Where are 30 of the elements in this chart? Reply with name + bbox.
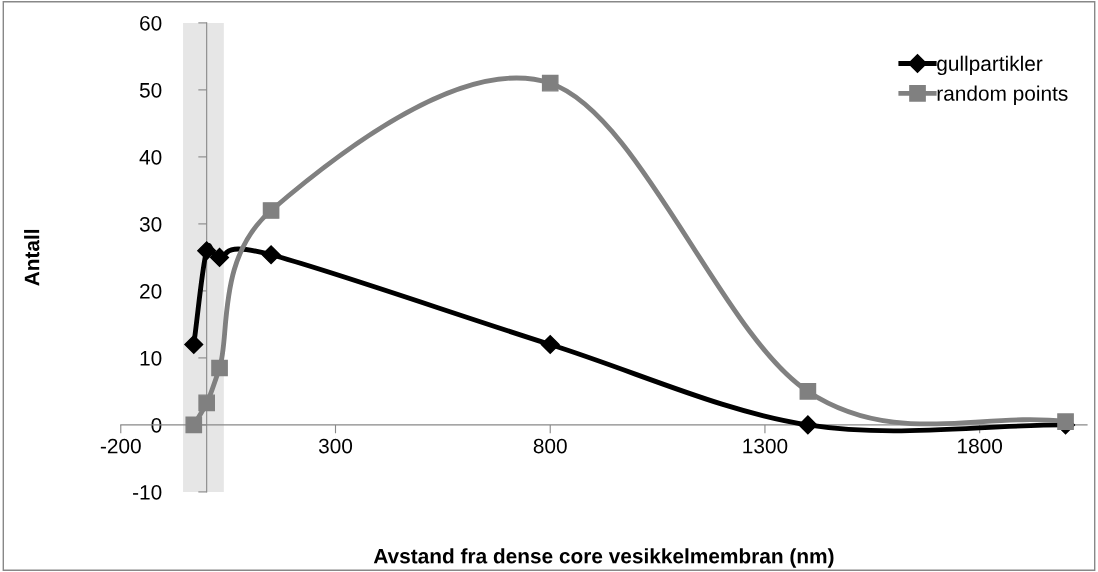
point: [541, 74, 559, 92]
y-tick-label: 0: [151, 417, 162, 433]
point: [198, 394, 216, 412]
point: [210, 247, 230, 267]
point: [197, 241, 217, 261]
y-axis-title: Antall: [24, 229, 40, 286]
point: [798, 415, 818, 435]
y-tick-label: 10: [140, 350, 162, 366]
y-tick-label: 40: [139, 149, 162, 165]
x-tick-label: 1800: [958, 438, 1003, 454]
y-tick-label: -10: [133, 484, 162, 500]
y-tick-label: 30: [139, 216, 162, 232]
point: [1057, 413, 1074, 430]
point: [184, 334, 204, 355]
y-tick-label: 50: [139, 82, 162, 98]
point: [540, 334, 560, 355]
x-tick-label: 800: [533, 438, 567, 454]
x-tick-label: 300: [318, 438, 353, 454]
point: [799, 383, 817, 400]
x-tick-label: -200: [100, 438, 141, 454]
point: [185, 416, 203, 434]
x-tick-label: 1300: [743, 438, 788, 454]
point: [262, 202, 280, 219]
point: [211, 359, 228, 377]
legend-label: random points: [937, 85, 1068, 105]
y-tick-label: 60: [140, 15, 162, 31]
x-axis-title: Avstand fra dense core vesikkelmembran (nm): [373, 548, 834, 568]
point: [261, 245, 281, 265]
legend-label: gullpartikler: [937, 55, 1043, 76]
y-tick-label: 20: [140, 283, 162, 299]
